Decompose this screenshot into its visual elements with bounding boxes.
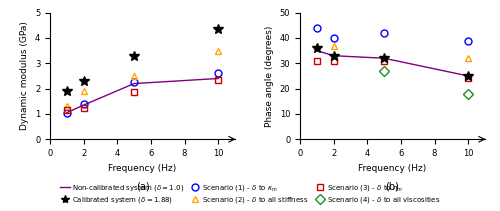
Y-axis label: Dynamic modulus (GPa): Dynamic modulus (GPa) bbox=[20, 22, 30, 130]
X-axis label: Frequency (Hz): Frequency (Hz) bbox=[108, 164, 176, 173]
Title: (b): (b) bbox=[386, 182, 400, 192]
Y-axis label: Phase angle (degrees): Phase angle (degrees) bbox=[265, 25, 274, 127]
Legend: Non-calibrated system ($\delta = 1.0$), Calibrated system ($\delta = 1.88$), Sce: Non-calibrated system ($\delta = 1.0$), … bbox=[57, 180, 443, 208]
Title: (a): (a) bbox=[136, 182, 149, 192]
X-axis label: Frequency (Hz): Frequency (Hz) bbox=[358, 164, 426, 173]
